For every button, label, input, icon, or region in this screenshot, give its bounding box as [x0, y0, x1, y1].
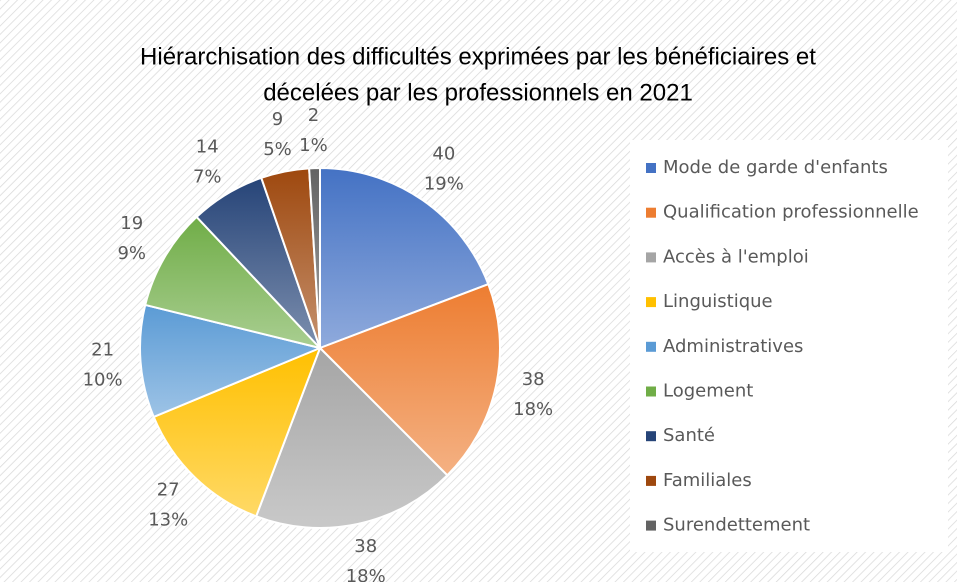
legend-label: Mode de garde d'enfants — [663, 157, 888, 178]
legend-swatch — [646, 297, 656, 308]
pie-slice — [308, 166, 321, 349]
legend-swatch — [646, 475, 656, 486]
pie-slice — [319, 166, 490, 350]
legend-swatch — [646, 163, 656, 173]
pie-slice — [152, 346, 322, 518]
legend-swatch — [646, 252, 656, 263]
data-label: 38 — [354, 536, 377, 557]
percent-label: 13% — [148, 509, 188, 530]
legend-label: Linguistique — [663, 291, 773, 312]
legend-swatch — [646, 386, 656, 397]
percent-label: 5% — [263, 139, 292, 160]
percent-label: 10% — [83, 369, 123, 390]
data-label: 38 — [522, 369, 545, 390]
percent-label: 1% — [299, 135, 328, 156]
data-label: 21 — [91, 339, 114, 360]
data-label: 14 — [196, 136, 219, 157]
legend-label: Surendettement — [663, 515, 810, 536]
percent-label: 18% — [513, 399, 553, 420]
legend-label: Administratives — [663, 336, 803, 357]
chart-title: décelées par les professionnels en 2021 — [263, 79, 693, 106]
percent-label: 19% — [424, 174, 464, 195]
legend-label: Santé — [663, 425, 715, 446]
pie-slice — [318, 282, 501, 477]
chart-title: Hiérarchisation des difficultés exprimée… — [140, 43, 816, 70]
legend-label: Logement — [663, 381, 753, 402]
legend-label: Qualification professionnelle — [663, 202, 919, 223]
pie-slice — [139, 303, 324, 419]
legend-swatch — [646, 431, 656, 442]
pie-slice — [144, 215, 324, 350]
legend-swatch — [646, 341, 656, 352]
legend-label: Familiales — [663, 470, 752, 491]
data-label: 9 — [272, 109, 283, 130]
percent-label: 18% — [346, 566, 386, 582]
legend-swatch — [646, 207, 656, 218]
data-label: 2 — [308, 105, 319, 126]
percent-label: 9% — [117, 243, 146, 264]
legend-box — [630, 140, 948, 552]
legend-swatch — [646, 520, 656, 531]
percent-label: 7% — [193, 166, 222, 187]
legend-label: Accès à l'emploi — [663, 246, 809, 267]
data-label: 27 — [157, 479, 180, 500]
data-label: 19 — [120, 213, 143, 234]
data-label: 40 — [432, 144, 455, 165]
